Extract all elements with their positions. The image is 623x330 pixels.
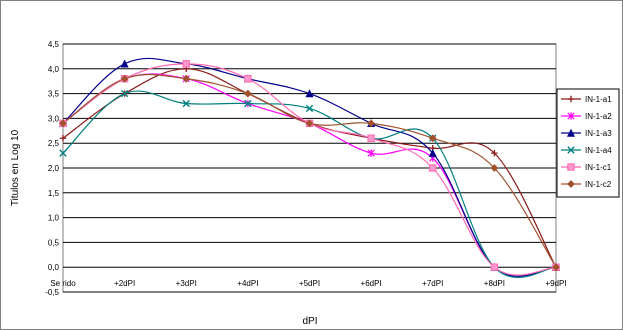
data-point — [182, 60, 190, 68]
y-tick-label: 4,5 — [48, 40, 60, 49]
y-tick-label: 1,5 — [48, 189, 60, 198]
data-point — [120, 74, 129, 83]
y-tick-label: 2,0 — [48, 164, 60, 173]
data-point — [490, 263, 499, 271]
data-point — [59, 119, 67, 128]
data-point — [429, 164, 437, 172]
data-point — [428, 148, 437, 157]
data-point — [490, 164, 499, 172]
x-axis-title: dPI — [302, 316, 317, 327]
y-tick-label: 0,0 — [48, 263, 60, 272]
legend-entry: IN-1-c2 — [585, 180, 612, 189]
data-point — [491, 149, 498, 157]
data-point — [367, 134, 375, 142]
data-point — [182, 74, 191, 83]
y-tick-label: 2,5 — [48, 139, 60, 148]
y-tick-label: -0,5 — [45, 288, 59, 297]
y-tick-label: 1,0 — [48, 214, 60, 223]
data-point — [59, 149, 67, 157]
x-tick-label: +7dPI — [422, 279, 443, 288]
data-point — [243, 89, 252, 98]
data-point — [367, 119, 376, 128]
x-tick-label: +3dPI — [176, 279, 197, 288]
x-tick-label: +4dPI — [237, 279, 258, 288]
x-tick-labels: Se rido +2dPI +3dPI +4dPI +5dPI +6dPI +7dPI +8d… — [50, 279, 566, 288]
data-point — [305, 89, 314, 98]
legend-marker — [567, 180, 575, 188]
data-point — [120, 59, 129, 68]
data-point — [552, 263, 560, 272]
data-point — [305, 119, 314, 128]
y-axis-title: Titulos en Log 10 — [10, 129, 21, 206]
legend-marker — [567, 95, 575, 103]
legend-entry: IN-1-c1 — [585, 163, 612, 172]
data-point — [182, 99, 190, 108]
data-point — [244, 75, 252, 83]
x-tick-label: +9dPI — [545, 279, 566, 288]
y-tick-label: 3,5 — [48, 90, 60, 99]
legend-box — [556, 88, 620, 198]
legend-marker — [567, 163, 575, 171]
gridlines — [63, 43, 556, 293]
legend-entry: IN-1-a4 — [585, 146, 612, 155]
y-tick-label: 4,0 — [48, 65, 60, 74]
series-line-in-1-c2 — [62, 73, 557, 268]
legend-marker — [567, 112, 575, 120]
x-tick-label: Se rido — [50, 279, 76, 288]
y-tick-label: 0,5 — [48, 238, 60, 247]
data-point — [428, 134, 437, 143]
y-tick-labels: 4,5 4,0 3,5 3,0 2,5 2,0 1,5 1,0 0,5 0,0 -0,5 — [45, 40, 59, 297]
x-tick-label: +8dPI — [484, 279, 505, 288]
series-markers — [58, 59, 561, 272]
y-tick-label: 3,0 — [48, 114, 60, 123]
data-point — [305, 104, 314, 113]
legend-marker — [567, 146, 575, 154]
legend-entry: IN-1-a2 — [585, 112, 612, 121]
legend-entry: IN-1-a3 — [585, 129, 612, 138]
series-line-in-1-a3 — [62, 57, 557, 277]
legend: IN-1-a1 IN-1-a2 IN-1-a3 IN-1-a4 IN-1-c1 IN-1-… — [556, 88, 620, 198]
x-tick-label: +2dPI — [114, 279, 135, 288]
data-point — [367, 149, 375, 157]
legend-entry: IN-1-a1 — [585, 95, 612, 104]
series-line-in-1-a2 — [62, 73, 557, 277]
data-point — [244, 99, 252, 108]
x-tick-label: +5dPI — [299, 279, 320, 288]
series-line-in-1-a4 — [62, 90, 557, 279]
data-point — [120, 89, 129, 98]
data-point — [59, 135, 67, 142]
legend-marker — [566, 128, 576, 137]
x-tick-label: +6dPI — [361, 279, 382, 288]
